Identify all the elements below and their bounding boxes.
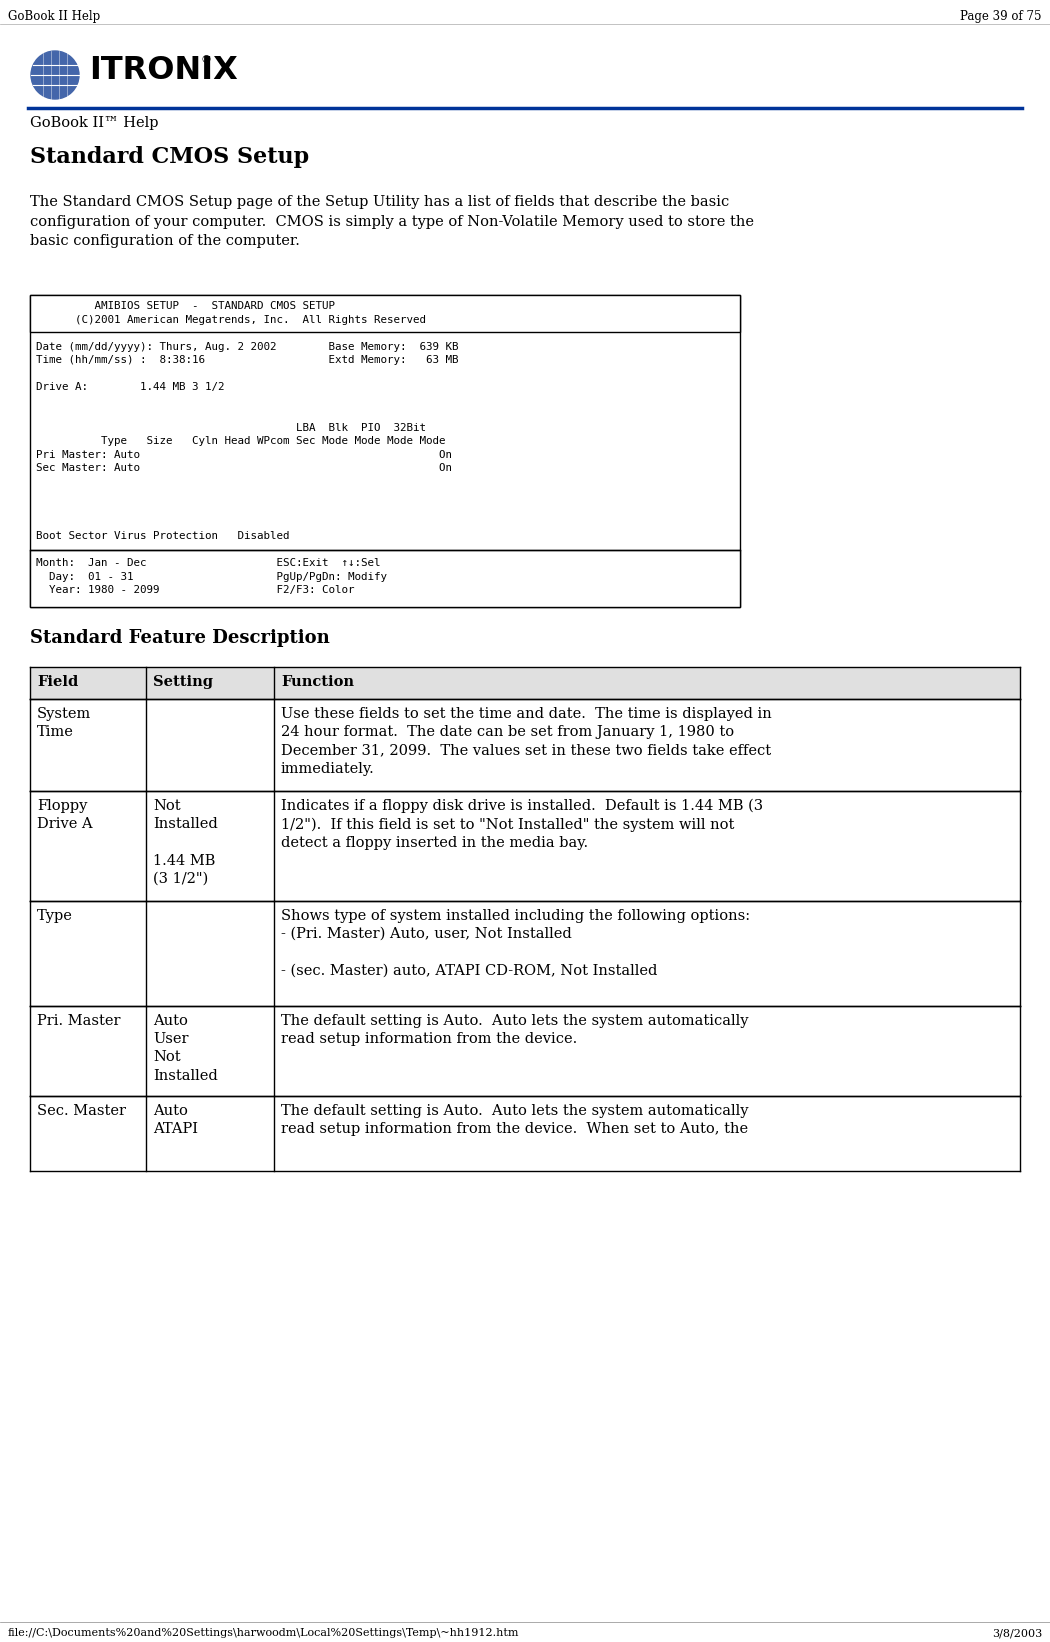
Text: Month:  Jan - Dec                    ESC:Exit  ↑↓:Sel: Month: Jan - Dec ESC:Exit ↑↓:Sel xyxy=(36,558,380,568)
Text: System
Time: System Time xyxy=(37,706,91,739)
Text: 3/8/2003: 3/8/2003 xyxy=(992,1627,1042,1639)
Text: The Standard CMOS Setup page of the Setup Utility has a list of fields that desc: The Standard CMOS Setup page of the Setu… xyxy=(30,195,754,248)
Text: Auto
ATAPI: Auto ATAPI xyxy=(153,1103,198,1136)
Text: Not
Installed

1.44 MB
(3 1/2"): Not Installed 1.44 MB (3 1/2") xyxy=(153,798,217,887)
Text: Floppy
Drive A: Floppy Drive A xyxy=(37,798,92,831)
Bar xyxy=(30,550,740,606)
Text: AMIBIOS SETUP  -  STANDARD CMOS SETUP: AMIBIOS SETUP - STANDARD CMOS SETUP xyxy=(36,300,335,310)
Text: Date (mm/dd/yyyy): Thurs, Aug. 2 2002        Base Memory:  639 KB: Date (mm/dd/yyyy): Thurs, Aug. 2 2002 Ba… xyxy=(36,342,459,351)
Text: Sec Master: Auto                                              On: Sec Master: Auto On xyxy=(36,463,452,473)
Bar xyxy=(30,1005,1020,1095)
Text: Page 39 of 75: Page 39 of 75 xyxy=(961,10,1042,23)
Bar xyxy=(30,296,740,606)
Text: Pri. Master: Pri. Master xyxy=(37,1013,121,1028)
Text: Auto
User
Not
Installed: Auto User Not Installed xyxy=(153,1013,217,1082)
Bar xyxy=(30,1095,1020,1171)
Text: Time (hh/mm/ss) :  8:38:16                   Extd Memory:   63 MB: Time (hh/mm/ss) : 8:38:16 Extd Memory: 6… xyxy=(36,355,459,365)
Bar xyxy=(30,667,1020,698)
Text: Boot Sector Virus Protection   Disabled: Boot Sector Virus Protection Disabled xyxy=(36,530,290,540)
Text: Sec. Master: Sec. Master xyxy=(37,1103,126,1118)
Bar xyxy=(30,900,1020,1005)
Text: Pri Master: Auto                                              On: Pri Master: Auto On xyxy=(36,450,452,460)
Text: Field: Field xyxy=(37,675,79,688)
Text: Setting: Setting xyxy=(153,675,213,688)
Text: Use these fields to set the time and date.  The time is displayed in
24 hour for: Use these fields to set the time and dat… xyxy=(281,706,772,775)
Text: Drive A:        1.44 MB 3 1/2: Drive A: 1.44 MB 3 1/2 xyxy=(36,383,225,392)
Text: Day:  01 - 31                      PgUp/PgDn: Modify: Day: 01 - 31 PgUp/PgDn: Modify xyxy=(36,571,387,581)
Text: LBA  Blk  PIO  32Bit: LBA Blk PIO 32Bit xyxy=(36,422,426,432)
Text: The default setting is Auto.  Auto lets the system automatically
read setup info: The default setting is Auto. Auto lets t… xyxy=(281,1013,749,1046)
Bar xyxy=(30,698,1020,790)
Text: ®: ® xyxy=(201,54,212,66)
Text: file://C:\Documents%20and%20Settings\harwoodm\Local%20Settings\Temp\~hh1912.htm: file://C:\Documents%20and%20Settings\har… xyxy=(8,1627,520,1639)
Text: Type: Type xyxy=(37,908,72,923)
Text: GoBook II™ Help: GoBook II™ Help xyxy=(30,117,159,130)
Text: Standard CMOS Setup: Standard CMOS Setup xyxy=(30,146,309,167)
Text: Shows type of system installed including the following options:
- (Pri. Master) : Shows type of system installed including… xyxy=(281,908,750,977)
Text: Function: Function xyxy=(281,675,354,688)
Circle shape xyxy=(32,51,79,99)
Bar xyxy=(30,296,740,332)
Text: Year: 1980 - 2099                  F2/F3: Color: Year: 1980 - 2099 F2/F3: Color xyxy=(36,585,355,594)
Text: ITRONIX: ITRONIX xyxy=(89,54,237,85)
Text: Type   Size   Cyln Head WPcom Sec Mode Mode Mode Mode: Type Size Cyln Head WPcom Sec Mode Mode … xyxy=(36,437,445,447)
Text: Indicates if a floppy disk drive is installed.  Default is 1.44 MB (3
1/2").  If: Indicates if a floppy disk drive is inst… xyxy=(281,798,763,851)
Text: GoBook II Help: GoBook II Help xyxy=(8,10,100,23)
Bar xyxy=(30,790,1020,900)
Text: The default setting is Auto.  Auto lets the system automatically
read setup info: The default setting is Auto. Auto lets t… xyxy=(281,1103,749,1136)
Text: Standard Feature Description: Standard Feature Description xyxy=(30,629,330,647)
Text: (C)2001 American Megatrends, Inc.  All Rights Reserved: (C)2001 American Megatrends, Inc. All Ri… xyxy=(36,315,426,325)
